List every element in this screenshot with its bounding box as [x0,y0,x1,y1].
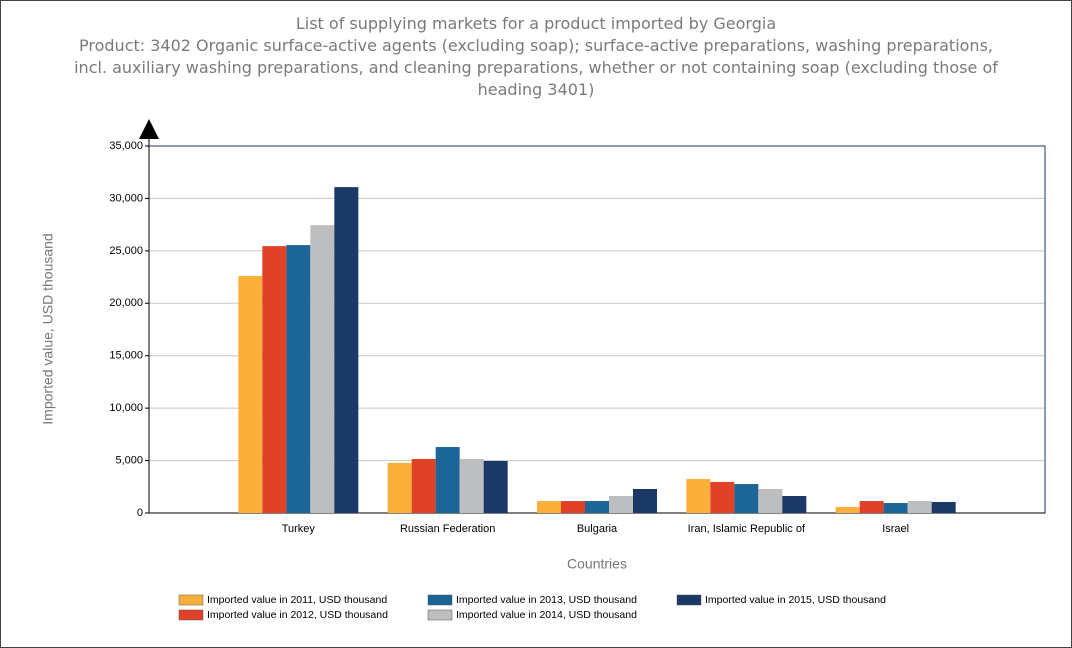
bar [286,245,311,513]
legend-label: Imported value in 2015, USD thousand [705,594,886,606]
bar [561,501,585,513]
bar [907,501,932,513]
legend-swatch [427,594,453,606]
bar [758,488,783,513]
legend-swatch [427,609,453,621]
y-axis-label: Imported value, USD thousand [40,233,56,424]
bar [859,501,884,513]
bar [310,225,335,513]
x-axis-label: Countries [567,556,627,572]
bar [411,458,436,513]
bar [387,462,412,513]
legend-label: Imported value in 2012, USD thousand [207,609,388,621]
bar [585,501,609,513]
bar [483,460,508,513]
bar [835,507,860,513]
legend-swatch [178,594,204,606]
bar [459,458,484,513]
bar [609,496,633,513]
legend-swatch [178,609,204,621]
y-tick-label: 20,000 [109,297,143,309]
x-tick-label: Russian Federation [400,523,495,535]
legend-label: Imported value in 2011, USD thousand [207,594,387,606]
bar [883,503,908,513]
axis-arrow [139,119,159,139]
y-tick-label: 15,000 [109,350,143,362]
x-tick-label: Bulgaria [577,523,618,535]
titles: List of supplying markets for a product … [61,13,1011,101]
bar [334,187,359,513]
chart-title: List of supplying markets for a product … [295,14,777,33]
bar [734,484,759,513]
y-tick-label: 5,000 [115,454,143,466]
y-tick-label: 25,000 [109,245,143,257]
y-tick-label: 30,000 [109,192,143,204]
y-tick-label: 35,000 [109,140,143,152]
bar [238,276,263,513]
x-tick-label: Israel [882,523,909,535]
bar [686,479,711,513]
legend-label: Imported value in 2014, USD thousand [456,609,637,621]
x-tick-label: Turkey [282,523,316,535]
bar [262,246,287,514]
bar [931,501,956,513]
bar [710,481,735,513]
y-tick-label: 0 [137,507,143,519]
chart-subtitle: Product: 3402 Organic surface-active age… [74,36,998,99]
bar [435,447,460,513]
y-tick-label: 10,000 [109,402,143,414]
bar [782,496,807,513]
x-tick-label: Iran, Islamic Republic of [688,523,806,535]
legend-label: Imported value in 2013, USD thousand [456,594,637,606]
legend-swatch [676,594,702,606]
bar [633,488,657,513]
bar [537,501,561,513]
